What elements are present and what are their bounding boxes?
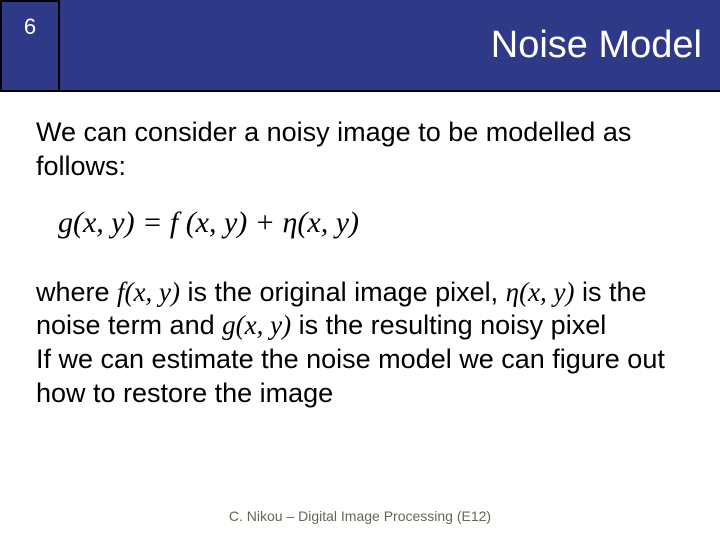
explain-end: is the resulting noisy pixel (291, 310, 606, 340)
explanation: where f(x, y) is the original image pixe… (36, 276, 684, 344)
equation: g(x, y) = f (x, y) + η(x, y) (58, 206, 684, 240)
fxy-symbol: f(x, y) (117, 277, 180, 307)
explain-prefix: where (36, 277, 117, 307)
explanation-2: If we can estimate the noise model we ca… (36, 343, 684, 411)
gxy-symbol: g(x, y) (222, 310, 291, 340)
page-number: 6 (0, 0, 60, 90)
slide-content: We can consider a noisy image to be mode… (0, 92, 720, 411)
explain-mid1: is the original image pixel, (180, 277, 506, 307)
eta-symbol: η(x, y) (506, 277, 575, 307)
intro-text: We can consider a noisy image to be mode… (36, 116, 684, 184)
slide-header: 6 Noise Model (0, 0, 720, 92)
slide-title: Noise Model (60, 0, 720, 90)
slide-footer: C. Nikou – Digital Image Processing (E12… (0, 508, 720, 524)
